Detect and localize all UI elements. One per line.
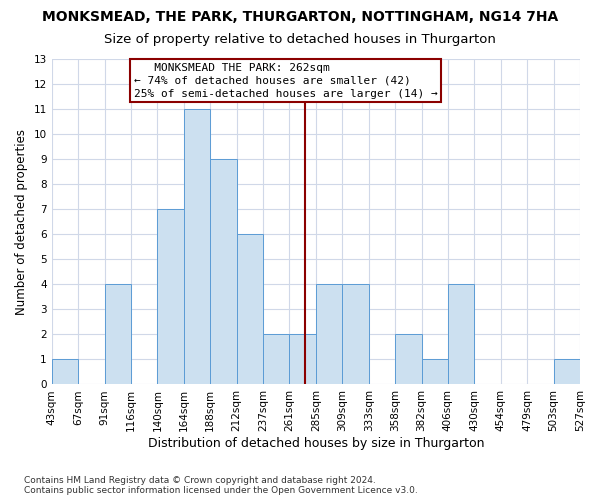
- Bar: [104, 284, 131, 384]
- Bar: [263, 334, 289, 384]
- Bar: [316, 284, 342, 384]
- Bar: [210, 159, 236, 384]
- Text: MONKSMEAD THE PARK: 262sqm
← 74% of detached houses are smaller (42)
25% of semi: MONKSMEAD THE PARK: 262sqm ← 74% of deta…: [134, 63, 437, 99]
- Text: Size of property relative to detached houses in Thurgarton: Size of property relative to detached ho…: [104, 32, 496, 46]
- Bar: [395, 334, 421, 384]
- Bar: [52, 360, 78, 384]
- Text: Contains HM Land Registry data © Crown copyright and database right 2024.
Contai: Contains HM Land Registry data © Crown c…: [24, 476, 418, 495]
- Bar: [421, 360, 448, 384]
- Bar: [448, 284, 475, 384]
- Bar: [236, 234, 263, 384]
- Bar: [554, 360, 580, 384]
- X-axis label: Distribution of detached houses by size in Thurgarton: Distribution of detached houses by size …: [148, 437, 484, 450]
- Bar: [157, 209, 184, 384]
- Bar: [342, 284, 368, 384]
- Text: MONKSMEAD, THE PARK, THURGARTON, NOTTINGHAM, NG14 7HA: MONKSMEAD, THE PARK, THURGARTON, NOTTING…: [42, 10, 558, 24]
- Bar: [184, 109, 210, 384]
- Y-axis label: Number of detached properties: Number of detached properties: [15, 128, 28, 314]
- Bar: [289, 334, 316, 384]
